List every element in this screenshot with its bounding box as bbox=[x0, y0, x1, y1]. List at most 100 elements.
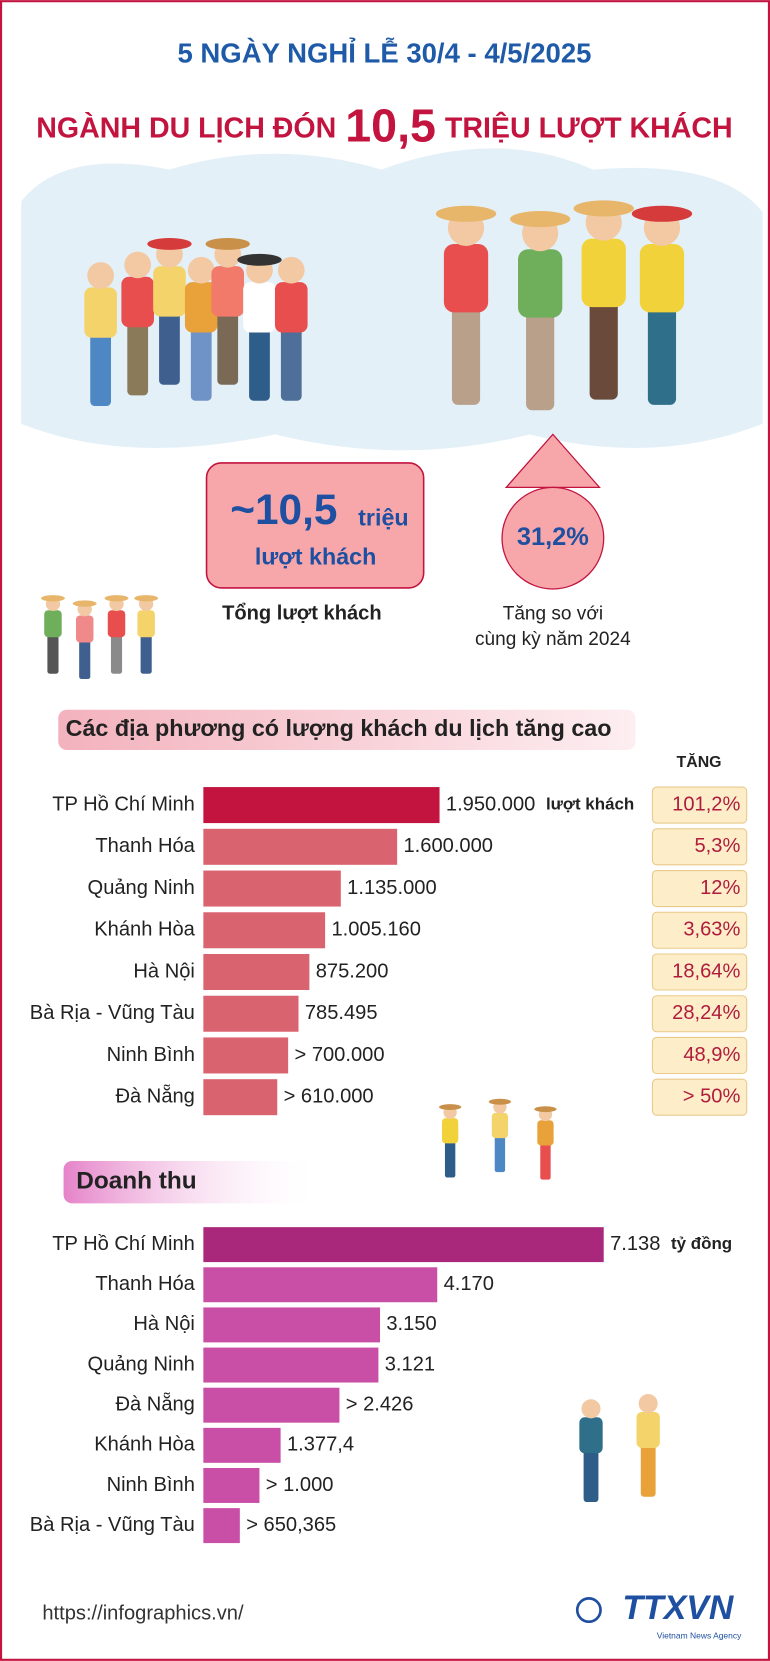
figure-leg bbox=[127, 321, 149, 396]
stat-unit: lượt khách bbox=[255, 543, 376, 569]
figure-leg bbox=[90, 331, 111, 406]
value-label: 1.377,4 bbox=[287, 1434, 354, 1456]
value-label: 3.121 bbox=[385, 1353, 435, 1375]
stat-circle bbox=[501, 486, 605, 590]
bar bbox=[203, 1347, 379, 1383]
bar bbox=[203, 1387, 340, 1423]
stat-unit: triệu bbox=[358, 504, 408, 530]
figure-body bbox=[137, 610, 155, 638]
figure-hat bbox=[488, 1098, 512, 1105]
growth-box bbox=[651, 786, 748, 824]
figure-leg bbox=[190, 326, 212, 401]
figure-body bbox=[639, 243, 685, 313]
category-label: Thanh Hóa bbox=[95, 1273, 195, 1295]
subtitle: 5 NGÀY NGHỈ LỄ 30/4 - 4/5/2025 bbox=[177, 36, 591, 68]
stat-caption: Tổng lượt khách bbox=[222, 603, 382, 625]
figure-leg bbox=[444, 1140, 456, 1178]
value-label: 785.495 bbox=[305, 1002, 378, 1024]
bar bbox=[203, 870, 341, 907]
bar bbox=[203, 912, 326, 949]
figure-hat bbox=[41, 595, 65, 602]
figure-body bbox=[243, 282, 276, 333]
figure-leg bbox=[583, 1449, 599, 1502]
value-label: > 1.000 bbox=[266, 1474, 334, 1496]
category-label: Bà Rịa - Vũng Tàu bbox=[30, 1002, 195, 1024]
figure-body bbox=[581, 238, 626, 308]
charts: Các địa phương có lượng khách du lịch tă… bbox=[30, 715, 748, 1544]
value-label: 875.200 bbox=[316, 960, 389, 982]
figure-head bbox=[187, 256, 215, 284]
figure-leg bbox=[451, 304, 481, 405]
bar bbox=[203, 828, 398, 865]
figure-leg bbox=[494, 1135, 506, 1173]
bar bbox=[203, 1037, 289, 1074]
bar bbox=[203, 1427, 281, 1463]
figure-leg bbox=[110, 634, 123, 674]
figure-leg bbox=[217, 310, 239, 385]
logo-sub: Vietnam News Agency bbox=[657, 1631, 742, 1641]
bar bbox=[203, 787, 440, 824]
figure-hat bbox=[435, 205, 497, 222]
growth-box bbox=[651, 828, 748, 866]
bar bbox=[203, 1468, 260, 1503]
unit-label: lượt khách bbox=[546, 795, 634, 814]
figure-hat bbox=[573, 200, 634, 217]
growth-box bbox=[651, 1078, 748, 1116]
value-label: > 650,365 bbox=[246, 1514, 336, 1536]
growth-label: > 50% bbox=[683, 1086, 741, 1108]
figure-body bbox=[153, 266, 186, 317]
figure-body bbox=[75, 615, 94, 643]
stat-value: ~10,5 bbox=[230, 486, 337, 533]
figure-body bbox=[537, 1120, 554, 1146]
category-label: Hà Nội bbox=[133, 960, 194, 982]
category-label: Ninh Bình bbox=[107, 1044, 195, 1066]
figure-body bbox=[441, 1118, 459, 1144]
unit-label: tỷ đồng bbox=[671, 1234, 732, 1253]
growth-box bbox=[651, 911, 748, 949]
category-label: Bà Rịa - Vũng Tàu bbox=[30, 1514, 195, 1536]
figure-leg bbox=[540, 1142, 551, 1180]
figure-body bbox=[636, 1411, 660, 1448]
figure-body bbox=[274, 282, 308, 333]
figure-leg bbox=[280, 326, 302, 401]
figure-head bbox=[277, 256, 305, 284]
section-bar bbox=[58, 709, 636, 751]
growth-label: 3,63% bbox=[683, 919, 740, 941]
value-label: 1.135.000 bbox=[347, 877, 436, 899]
category-label: Đà Nẵng bbox=[116, 1393, 195, 1416]
section-bar bbox=[63, 1160, 313, 1204]
growth-box bbox=[651, 953, 748, 991]
illustration bbox=[41, 200, 693, 1502]
category-label: TP Hồ Chí Minh bbox=[52, 793, 195, 815]
growth-label: 5,3% bbox=[695, 835, 741, 857]
value-label: 1.950.000 bbox=[446, 793, 535, 815]
category-label: Khánh Hòa bbox=[94, 1434, 195, 1456]
growth-label: 28,24% bbox=[672, 1002, 740, 1024]
section-title: Các địa phương có lượng khách du lịch tă… bbox=[66, 715, 612, 741]
growth-box bbox=[651, 995, 748, 1033]
figure-leg bbox=[640, 1443, 656, 1497]
figure-leg bbox=[79, 639, 91, 680]
value-label: > 700.000 bbox=[294, 1044, 384, 1066]
bar bbox=[203, 953, 310, 991]
bar bbox=[203, 995, 299, 1032]
growth-title: TĂNG bbox=[677, 752, 722, 771]
figure-hat bbox=[237, 253, 282, 266]
bar bbox=[203, 1267, 438, 1303]
value-label: > 610.000 bbox=[284, 1086, 374, 1108]
figure-body bbox=[84, 287, 117, 338]
footer-url: https://infographics.vn/ bbox=[42, 1603, 244, 1625]
value-label: 1.600.000 bbox=[404, 835, 493, 857]
figure-leg bbox=[249, 326, 270, 401]
title-number: 10,5 bbox=[345, 100, 436, 152]
growth-label: 12% bbox=[700, 877, 740, 899]
figure-hat bbox=[104, 595, 129, 602]
value-label: 7.138 bbox=[610, 1233, 660, 1255]
figure-body bbox=[443, 243, 489, 313]
bar bbox=[203, 1227, 604, 1263]
figure-leg bbox=[526, 309, 555, 411]
figure-body bbox=[107, 610, 126, 638]
title-part: TRIỆU LƯỢT KHÁCH bbox=[445, 110, 733, 144]
